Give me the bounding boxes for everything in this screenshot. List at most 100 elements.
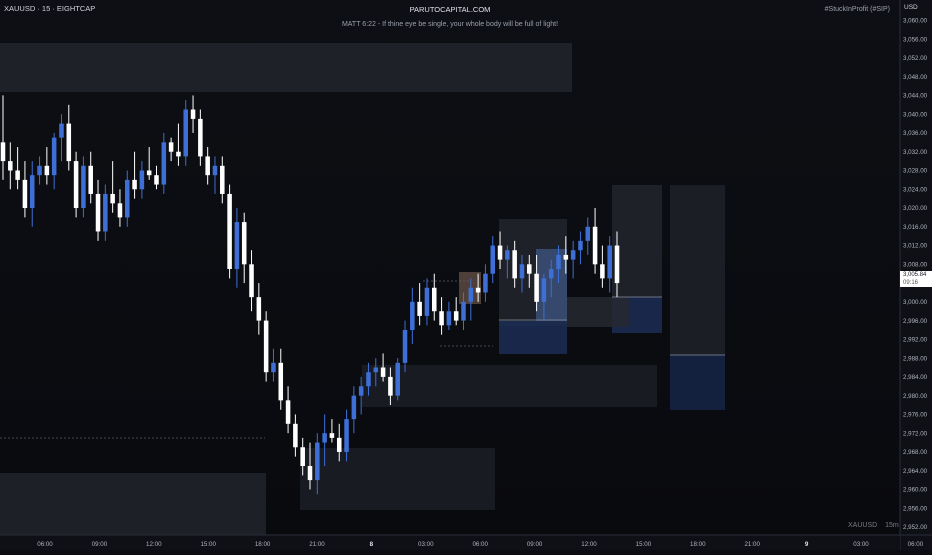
zone-12[interactable] [567,297,629,327]
candle [548,259,554,298]
candle [329,419,335,443]
time-tick-label: 15:00 [636,541,652,548]
symbol-label[interactable]: XAUUSD · 15 · EIGHTCAP [4,4,96,13]
zone-5[interactable] [612,185,662,297]
candle [366,362,371,396]
candle [73,151,79,218]
candle [95,179,101,241]
watermark-interval: 15m [885,522,899,529]
time-tick-label: 03:00 [853,541,869,548]
time-tick-label: 12:00 [146,541,162,548]
candle [146,147,152,180]
zone-3[interactable] [362,365,657,407]
candle [59,114,64,162]
candle [15,147,20,190]
price-tag: 3,005.84 09:16 [900,271,932,287]
zone-6[interactable] [670,185,725,355]
candle [307,442,313,490]
candle [285,386,291,434]
candle [205,147,210,185]
candle [154,165,159,190]
candle [190,95,196,133]
candle [468,278,474,321]
candle [483,264,488,302]
candle [556,245,561,284]
candle [578,231,583,265]
candle [117,189,123,227]
candle [234,208,240,288]
candle [505,245,510,279]
candle [37,156,42,185]
zones-layer [0,43,725,537]
candle [176,123,181,166]
time-axis-bg[interactable] [0,535,900,550]
time-tick-label: 06:00 [37,541,53,548]
candle [395,358,400,401]
zone-1[interactable] [0,473,266,537]
price-tick-label: 2,988.00 [903,355,928,362]
currency-button[interactable]: USD [904,4,918,11]
candle [227,184,232,279]
zone-9[interactable] [670,355,725,410]
candle [461,292,466,330]
candle [263,311,269,382]
candle [490,236,496,284]
candle [336,423,342,462]
candle [8,142,13,190]
price-tick-label: 3,008.00 [903,262,928,269]
time-axis[interactable]: 06:00 09:00 12:00 15:00 18:00 21:00 8 03:00 06:0… [0,534,932,550]
candle [0,95,6,180]
site-label: PARUTOCAPITAL.COM [409,5,491,14]
quote-label: MATT 6:22 - If thine eye be single, your… [341,21,559,28]
candle [585,217,591,255]
candle [534,254,539,312]
candle [402,320,408,373]
price-tick-label: 3,048.00 [903,74,928,81]
time-tick-label: 06:00 [908,541,924,548]
candle [527,254,532,288]
candle [380,353,386,382]
time-tick-label: 12:00 [581,541,597,548]
price-tick-label: 2,952.00 [903,524,928,531]
candle [351,386,357,434]
candle [51,132,57,190]
candle [424,278,430,326]
price-tick-label: 2,960.00 [903,487,928,494]
price-tick-label: 3,040.00 [903,111,928,118]
candle [541,273,547,321]
candle [344,409,349,462]
candle [600,245,605,288]
candle [212,156,218,194]
annotation-lines [0,280,725,439]
price-tick-label: 2,968.00 [903,449,928,456]
candle [614,231,620,298]
candle [168,137,174,162]
price-tick-label: 2,992.00 [903,337,928,344]
zone-2[interactable] [300,448,495,510]
candle [497,231,503,269]
price-tick-label: 3,032.00 [903,149,928,156]
candle [81,156,86,218]
price-tick-label: 3,036.00 [903,130,928,137]
candle [512,240,517,288]
time-tick-label: 09:00 [527,541,543,548]
watermark: XAUUSD 15m [848,522,899,529]
candle [475,273,481,302]
hashtag-label: #StuckInProfit (#SIP) [824,6,890,13]
candle [431,273,437,321]
candle [278,348,284,410]
candle [66,104,72,171]
candle [293,414,298,457]
candle [519,254,525,293]
price-tick-label: 2,976.00 [903,412,928,419]
watermark-symbol: XAUUSD [848,522,878,529]
price-tag-countdown: 09:16 [903,280,919,286]
price-tick-label: 3,044.00 [903,93,928,100]
zone-7[interactable] [499,321,567,354]
candle [132,151,137,199]
zone-0[interactable] [0,43,572,92]
candle [388,367,393,406]
candle [410,287,415,345]
